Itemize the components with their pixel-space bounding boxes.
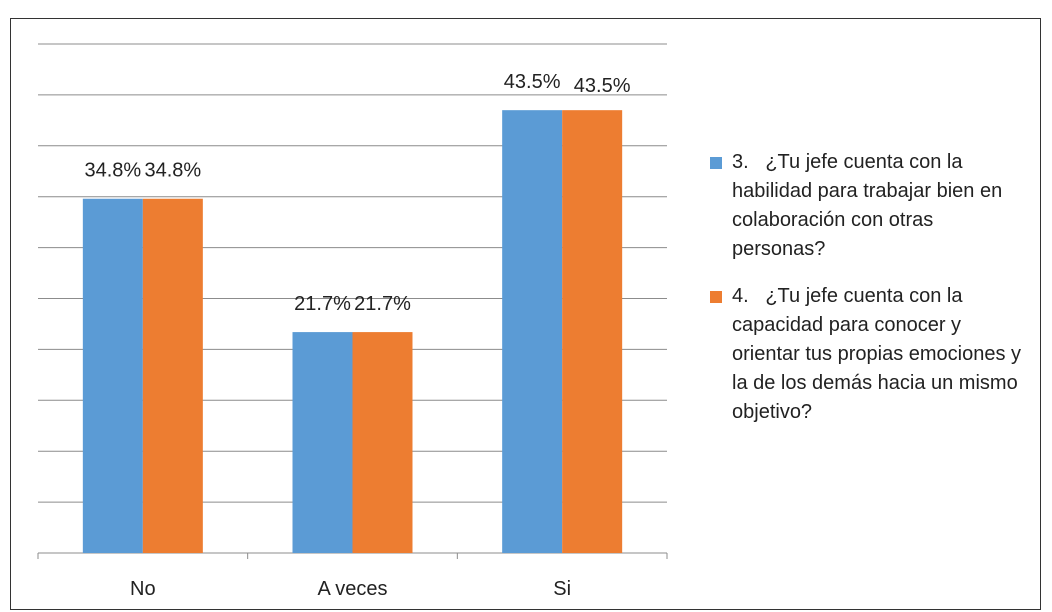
- x-tick-label: A veces: [317, 578, 387, 600]
- data-label: 21.7%: [294, 293, 351, 315]
- data-label: 34.8%: [144, 160, 201, 182]
- bar: [502, 110, 563, 554]
- data-label: 43.5%: [504, 71, 561, 93]
- legend-entry: 3. ¿Tu jefe cuenta con la habilidad para…: [710, 148, 1030, 264]
- bar: [82, 198, 143, 553]
- x-tick-label: No: [130, 578, 156, 600]
- legend-swatch: [710, 291, 722, 303]
- data-label: 34.8%: [84, 160, 141, 182]
- data-label: 43.5%: [574, 75, 631, 97]
- bar: [142, 198, 203, 553]
- legend-label: 3. ¿Tu jefe cuenta con la habilidad para…: [732, 151, 1008, 260]
- legend-entry: 4. ¿Tu jefe cuenta con la capacidad para…: [710, 282, 1030, 427]
- bar: [562, 110, 623, 554]
- legend-swatch: [710, 157, 722, 169]
- legend: 3. ¿Tu jefe cuenta con la habilidad para…: [710, 148, 1030, 445]
- data-label: 21.7%: [354, 293, 411, 315]
- legend-label: 4. ¿Tu jefe cuenta con la capacidad para…: [732, 285, 1027, 423]
- bar: [352, 332, 413, 553]
- x-tick-label: Si: [553, 578, 571, 600]
- bar: [292, 332, 353, 553]
